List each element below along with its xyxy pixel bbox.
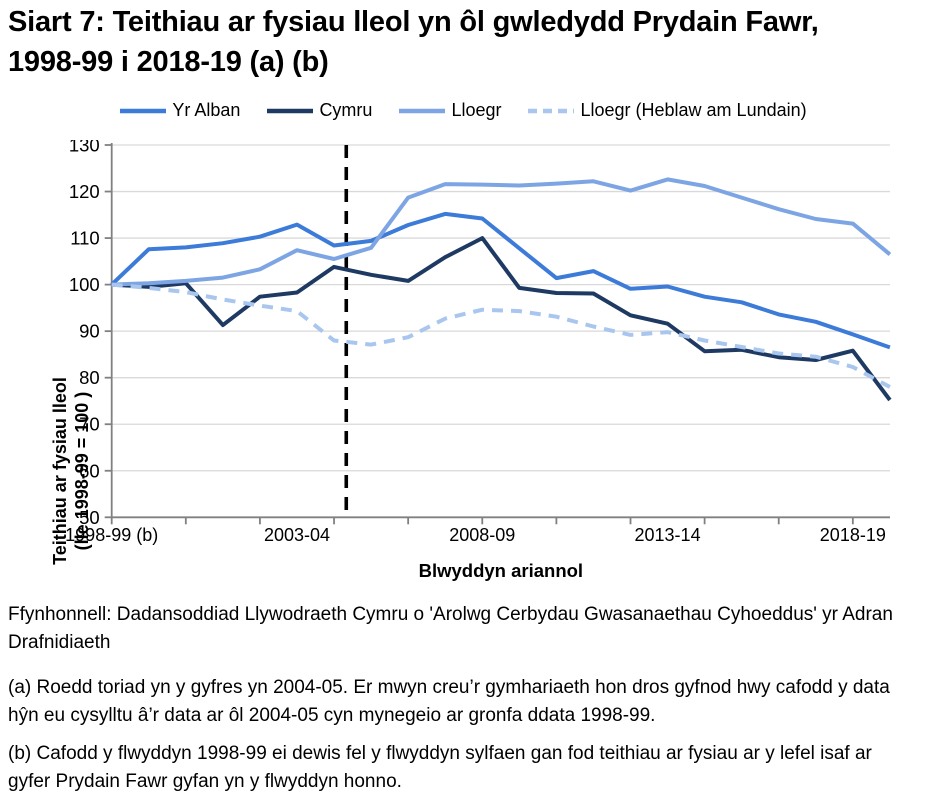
legend-label: Cymru — [319, 100, 373, 120]
x-axis-title: Blwyddyn ariannol — [419, 560, 583, 581]
source-note: Ffynhonnell: Dadansoddiad Llywodraeth Cy… — [8, 604, 893, 653]
y-tick-label: 120 — [69, 181, 100, 202]
legend-item-lloegr-heblaw-am-lundain: Lloegr (Heblaw am Lundain) — [527, 100, 807, 121]
footnote-a: (a) Roedd toriad yn y gyfres yn 2004-05.… — [8, 677, 890, 726]
legend-label: Yr Alban — [172, 100, 241, 120]
legend-line-sample-icon — [267, 108, 314, 113]
x-tick-label: 2013-14 — [635, 525, 701, 545]
series-line-lloegr — [111, 177, 892, 287]
line-chart: 50 60 70 80 90 100 110 120 130 1998-99 (b) 2003-04… — [65, 140, 892, 581]
legend-label: Lloegr (Heblaw am Lundain) — [580, 100, 807, 120]
x-tick-label: 2018-19 — [820, 525, 886, 545]
series-line-yr-alban — [110, 211, 891, 350]
y-tick-label: 80 — [79, 367, 100, 388]
legend-item-lloegr: Lloegr — [398, 100, 501, 121]
legend-item-yr-alban: Yr Alban — [119, 100, 240, 121]
y-tick-label: 100 — [69, 274, 100, 295]
series-line-cymru — [111, 236, 892, 402]
legend-label: Lloegr — [451, 100, 502, 120]
x-tick-label: 2003-04 — [264, 525, 330, 545]
y-tick-label: 60 — [79, 460, 100, 481]
legend-line-sample-icon — [399, 108, 446, 113]
footnote-b: (b) Cafodd y flwyddyn 1998-99 ei dewis f… — [8, 743, 872, 792]
y-tick-label: 50 — [79, 507, 100, 528]
y-tick-label: 110 — [70, 228, 100, 249]
chart-title: Siart 7: Teithiau ar fysiau lleol yn ôl … — [8, 6, 819, 78]
x-tick-label: 2008-09 — [449, 525, 515, 545]
chart-area: Teithiau ar fysiau lleol (lle 1998-99 = … — [0, 140, 926, 585]
y-tick-label: 70 — [79, 414, 100, 435]
series-line-lloegr-heblaw-am-lundain — [111, 282, 891, 389]
legend: Yr Alban Cymru Lloegr Lloegr (Heblaw am Lun… — [0, 100, 926, 121]
legend-line-sample-icon — [120, 108, 167, 113]
x-tick-label: 1998-99 (b) — [65, 525, 158, 545]
y-tick-label: 130 — [69, 140, 100, 156]
legend-item-cymru: Cymru — [266, 100, 372, 121]
legend-line-sample-icon — [528, 108, 575, 113]
y-tick-label: 90 — [79, 321, 100, 342]
